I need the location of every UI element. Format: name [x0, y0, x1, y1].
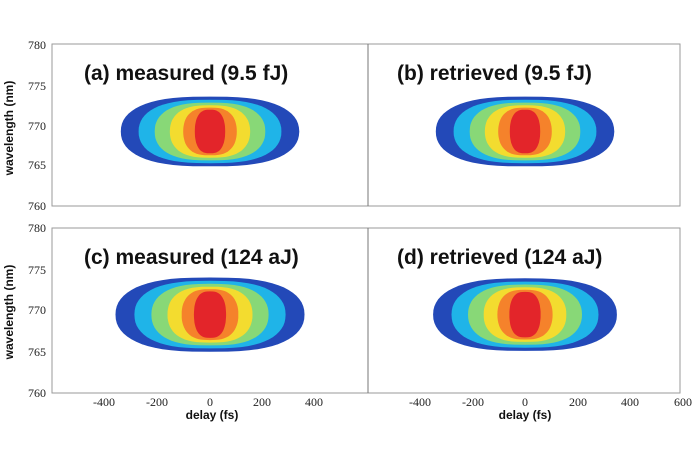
panel-c-title: (c) measured (124 aJ)	[84, 246, 299, 269]
x-tick-left-200: 200	[253, 395, 271, 409]
y-axis-label-top: wavelength (nm)	[2, 81, 16, 177]
y-tick-top-770: 770	[28, 119, 46, 133]
x-tick-left-400: 400	[305, 395, 323, 409]
contour-b-level-6	[509, 109, 541, 154]
contour-d-level-6	[509, 291, 541, 338]
x-tick-left-0: 0	[207, 395, 213, 409]
y-tick-bottom-770: 770	[28, 303, 46, 317]
y-tick-bottom-760: 760	[28, 386, 46, 400]
y-tick-bottom-765: 765	[28, 345, 46, 359]
x-tick-right-m400: -400	[409, 395, 431, 409]
y-tick-bottom-780: 780	[28, 221, 46, 235]
y-tick-top-775: 775	[28, 79, 46, 93]
y-axis-label-bottom: wavelength (nm)	[2, 265, 16, 361]
x-tick-right-600: 600	[674, 395, 692, 409]
contour-a-level-6	[194, 109, 226, 154]
panel-d-title: (d) retrieved (124 aJ)	[397, 246, 602, 269]
x-axis-label-left: delay (fs)	[186, 408, 239, 422]
y-tick-top-760: 760	[28, 199, 46, 213]
x-tick-right-200: 200	[569, 395, 587, 409]
x-axis-label-right: delay (fs)	[499, 408, 552, 422]
y-tick-bottom-775: 775	[28, 263, 46, 277]
x-tick-right-0: 0	[522, 395, 528, 409]
x-tick-left-m400: -400	[93, 395, 115, 409]
y-tick-top-765: 765	[28, 158, 46, 172]
y-tick-top-780: 780	[28, 38, 46, 52]
panel-a-title: (a) measured (9.5 fJ)	[84, 62, 288, 85]
x-tick-right-400: 400	[621, 395, 639, 409]
x-tick-left-m200: -200	[146, 395, 168, 409]
panel-b-title: (b) retrieved (9.5 fJ)	[397, 62, 592, 85]
contour-layer	[115, 96, 617, 352]
contour-c-level-6	[193, 291, 227, 338]
x-tick-right-m200: -200	[462, 395, 484, 409]
